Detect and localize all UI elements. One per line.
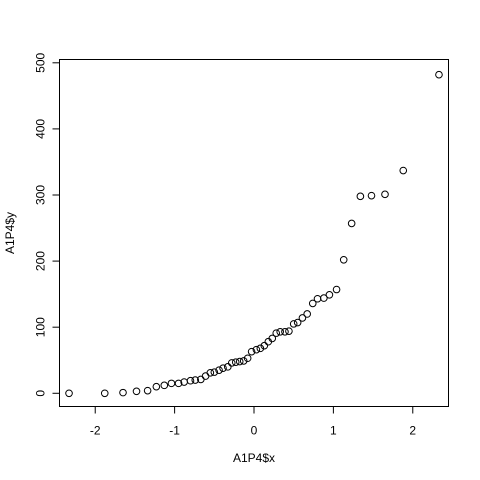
- data-point: [215, 366, 223, 374]
- data-point: [313, 294, 322, 303]
- data-point: [243, 354, 252, 363]
- x-tick-label: 2: [409, 424, 416, 438]
- data-point: [347, 219, 356, 228]
- data-point: [247, 347, 256, 356]
- data-point: [272, 329, 281, 337]
- data-point: [132, 387, 141, 396]
- data-point: [381, 190, 389, 199]
- data-point: [65, 389, 73, 398]
- data-point: [260, 341, 269, 350]
- data-point: [186, 376, 195, 385]
- data-point: [143, 386, 152, 395]
- data-point: [119, 388, 127, 397]
- data-point: [224, 363, 232, 371]
- y-axis: 0 100 200 300 400 500: [34, 52, 60, 397]
- data-point: [276, 328, 285, 336]
- data-point: [285, 327, 293, 335]
- x-axis-title: A1P4$x: [233, 451, 275, 465]
- data-point: [227, 359, 236, 367]
- data-point: [100, 389, 109, 398]
- data-point: [281, 328, 289, 336]
- data-point: [356, 192, 365, 201]
- data-point: [210, 368, 219, 376]
- x-tick-label: -1: [169, 424, 180, 438]
- y-tick-label: 400: [34, 119, 48, 139]
- data-point: [231, 358, 240, 367]
- data-point: [289, 320, 298, 328]
- data-point: [435, 70, 443, 79]
- data-point: [325, 291, 334, 299]
- x-axis: -2 -1 0 1 2: [90, 406, 416, 438]
- data-point: [268, 334, 277, 343]
- data-point: [191, 376, 200, 384]
- data-point: [367, 191, 376, 200]
- data-point: [201, 372, 210, 380]
- x-tick-label: -2: [90, 424, 101, 438]
- data-point: [399, 166, 408, 175]
- data-point: [152, 382, 161, 391]
- y-tick-label: 100: [34, 317, 48, 337]
- data-point: [320, 294, 328, 302]
- data-point: [332, 285, 341, 294]
- data-point: [339, 255, 348, 264]
- data-point: [293, 318, 302, 327]
- y-tick-label: 500: [34, 52, 48, 72]
- data-point: [303, 310, 311, 318]
- y-tick-label: 300: [34, 185, 48, 205]
- data-point: [167, 379, 176, 388]
- data-point: [174, 379, 183, 388]
- data-point: [256, 344, 265, 353]
- data-point: [239, 357, 248, 365]
- data-point: [308, 299, 317, 308]
- points-layer: [65, 70, 443, 398]
- data-point: [160, 381, 169, 390]
- y-tick-label: 0: [34, 390, 48, 397]
- data-point: [235, 357, 244, 366]
- data-point: [298, 314, 307, 322]
- x-tick-label: 1: [330, 424, 337, 438]
- data-point: [206, 368, 215, 377]
- y-tick-label: 200: [34, 251, 48, 271]
- data-point: [219, 364, 227, 372]
- y-axis-title: A1P4$y: [3, 212, 17, 254]
- x-tick-label: 0: [251, 424, 258, 438]
- data-point: [252, 345, 261, 354]
